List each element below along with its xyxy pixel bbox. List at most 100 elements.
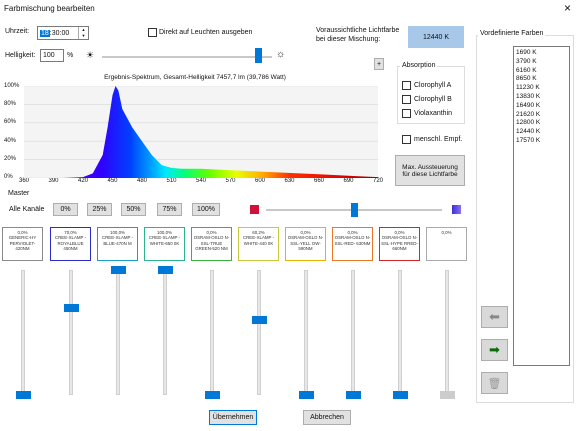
channel-3-label-box: 100,0% CREE-XLAMP -BLUE-470N M [97, 227, 138, 261]
arrow-right-button[interactable]: ➡ [481, 339, 508, 361]
plus-button[interactable]: + [374, 58, 384, 70]
chart-grid [24, 86, 378, 178]
channel-percent: 0,0% [206, 230, 217, 235]
predefined-color-item[interactable]: 8650 K [516, 75, 537, 83]
arrow-left-button[interactable]: ⬅ [481, 306, 508, 328]
close-icon[interactable]: × [564, 1, 572, 15]
predefined-color-item[interactable]: 12800 K [516, 119, 541, 127]
x-tick-label: 690 [343, 178, 354, 184]
arrow-left-icon: ⬅ [489, 309, 500, 324]
master-title: Master [8, 190, 30, 197]
x-tick-label: 660 [313, 178, 324, 184]
predefined-colors-list[interactable] [513, 46, 570, 366]
predefined-color-item[interactable]: 11230 K [516, 84, 540, 92]
preset-0-button[interactable]: 0% [53, 203, 78, 216]
time-rest: :30:00 [49, 29, 70, 37]
uhrzeit-label: Uhrzeit: [5, 28, 30, 35]
master-red-swatch [250, 205, 259, 214]
channel-3-slider-track[interactable] [116, 270, 120, 395]
menschl-checkbox[interactable] [402, 135, 411, 144]
channel-1-slider-thumb[interactable] [16, 391, 31, 399]
preset-75-button[interactable]: 75% [157, 203, 182, 216]
channel-4-slider-thumb[interactable] [158, 266, 173, 274]
brightness-slider-thumb[interactable] [255, 48, 263, 63]
channel-percent: 0,0% [347, 230, 358, 235]
direkt-checkbox[interactable] [148, 28, 157, 37]
abbrechen-button[interactable]: Abbrechen [303, 410, 351, 425]
predefined-color-item[interactable]: 13830 K [516, 93, 541, 100]
channel-name: CREE-XLAMP -ROYALBLUE 450NM [54, 235, 87, 252]
time-hour: 18 [40, 29, 50, 37]
channel-10-label-box: 0,0% [426, 227, 467, 261]
preset-50-button[interactable]: 50% [121, 203, 146, 216]
clorophyll-b-checkbox[interactable] [402, 95, 411, 104]
channel-6-slider-track[interactable] [257, 270, 261, 395]
chart-plot-background [24, 86, 378, 178]
channel-7-slider-track[interactable] [304, 270, 308, 395]
channel-8-slider-track[interactable] [351, 270, 355, 395]
uebernehmen-button[interactable]: Übernehmen [209, 410, 257, 425]
channel-percent: 0,0% [300, 230, 311, 235]
channel-1-label-box: 0,0% GENERIC-HY PERVIOLET-420NM [2, 227, 43, 261]
channel-5-label-box: 0,0% OSRAM-OSLO N-SSL-TRUE GREEN-520 NM [191, 227, 232, 261]
channel-name: OSRAM-OSLO N-SSL-RED- 630NM [334, 235, 371, 246]
delete-button[interactable]: 🗑 [481, 372, 508, 394]
clorophyll-b-label: Clorophyll B [414, 96, 452, 103]
channel-10-slider-track[interactable] [445, 270, 449, 395]
master-blue-swatch [452, 205, 461, 214]
channel-4-slider-track[interactable] [163, 270, 167, 395]
clorophyll-a-checkbox[interactable] [402, 81, 411, 90]
max-aussteuerung-button[interactable]: Max. Aussteuerung für diese Lichtfarbe [395, 155, 465, 186]
x-tick-label: 420 [77, 178, 88, 184]
master-slider-thumb[interactable] [351, 203, 358, 217]
time-spinner[interactable]: ▲ ▼ [78, 27, 88, 39]
channel-name: CREE-XLAMP -BLUE-470N M [101, 235, 134, 246]
channel-5-slider-track[interactable] [210, 270, 214, 395]
channel-6-slider-thumb[interactable] [252, 316, 267, 324]
sun-large-icon: ☼ [276, 49, 286, 60]
channel-9-slider-track[interactable] [398, 270, 402, 395]
channel-7-slider-thumb[interactable] [299, 391, 314, 399]
channel-8-label-box: 0,0% OSRAM-OSLO N-SSL-RED- 630NM [332, 227, 373, 261]
channel-percent: 70,0% [64, 230, 77, 235]
channel-2-slider-thumb[interactable] [64, 303, 79, 312]
forecast-swatch: 12440 K [408, 26, 464, 48]
predefined-color-item[interactable]: 21620 K [516, 110, 541, 118]
forecast-label-2: bei dieser Mischung: [316, 36, 381, 43]
channel-3-slider-thumb[interactable] [111, 266, 126, 274]
absorption-title: Absorption [400, 62, 438, 69]
channel-9-slider-thumb[interactable] [393, 391, 408, 399]
predefined-color-item[interactable]: 3790 K [516, 57, 537, 65]
x-tick-label: 450 [107, 178, 118, 184]
violaxanthin-checkbox[interactable] [402, 109, 411, 118]
time-input[interactable]: 18 :30:00 ▲ ▼ [37, 26, 89, 40]
window-title: Farbmischung bearbeiten [4, 4, 95, 13]
predefined-colors-title: Vordefinierte Farben [478, 30, 546, 37]
channel-2-label-box: 70,0% CREE-XLAMP -ROYALBLUE 450NM [50, 227, 91, 261]
predefined-color-item[interactable]: 12440 K [516, 128, 541, 136]
alle-kanaele-label: Alle Kanäle [9, 206, 45, 213]
preset-100-button[interactable]: 100% [192, 203, 220, 216]
channel-name: CREE-XLAMP -WHITE-440 0K [242, 235, 275, 246]
channel-8-slider-thumb[interactable] [346, 391, 361, 399]
arrow-right-icon: ➡ [489, 342, 500, 357]
clorophyll-a-label: Clorophyll A [414, 82, 452, 89]
channel-1-slider-track[interactable] [21, 270, 25, 395]
preset-25-button[interactable]: 25% [87, 203, 112, 216]
channel-2-slider-track[interactable] [69, 270, 73, 395]
brightness-slider-track[interactable] [102, 56, 272, 58]
channel-9-label-box: 0,0% OSRAM-OSLO N-SSL-HYPE RRED-660NM [379, 227, 420, 261]
channel-10-slider-thumb[interactable] [440, 391, 455, 399]
helligkeit-input[interactable]: 100 [40, 49, 64, 62]
chart-title: Ergebnis-Spektrum, Gesamt-Helligkeit 745… [104, 74, 286, 81]
channel-name: OSRAM-OSLO N-SSL-YELL OW-590NM [287, 235, 324, 252]
x-tick-label: 510 [166, 178, 177, 184]
channel-percent: 0,0% [394, 230, 405, 235]
channel-5-slider-thumb[interactable] [205, 391, 220, 399]
predefined-color-item[interactable]: 6160 K [516, 66, 537, 74]
channel-name: OSRAM-OSLO N-SSL-TRUE GREEN-520 NM [193, 235, 230, 252]
menschl-label: menschl. Empf. [414, 136, 463, 143]
predefined-color-item[interactable]: 17570 K [516, 137, 541, 144]
predefined-color-item[interactable]: 1690 K [516, 49, 537, 56]
predefined-color-item[interactable]: 16490 K [516, 101, 541, 109]
